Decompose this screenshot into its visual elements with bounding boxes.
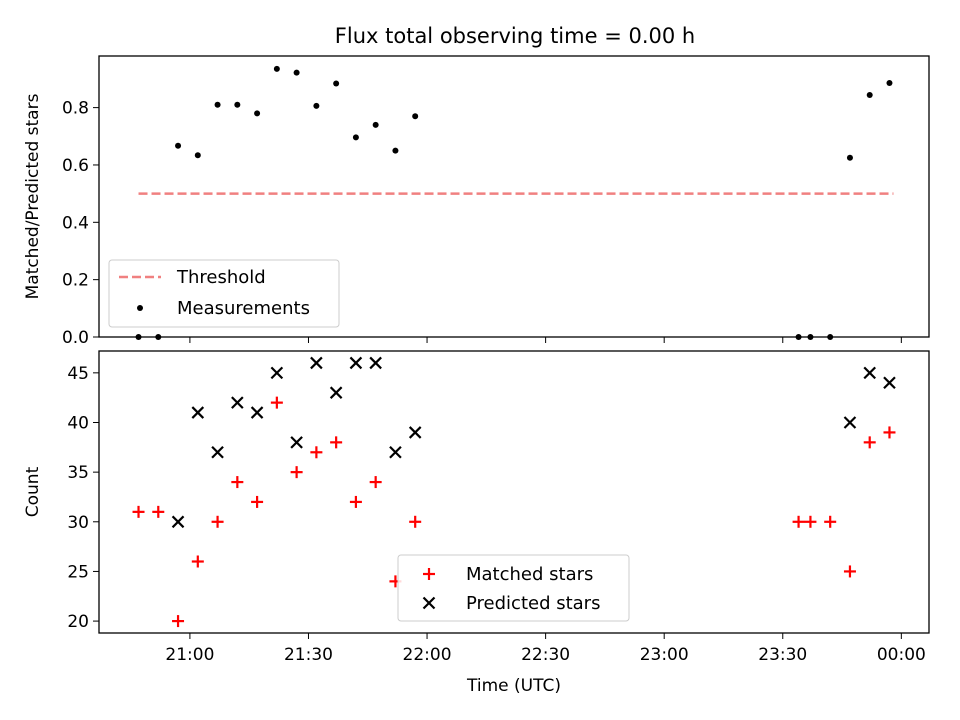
panel0-frame [98,55,930,338]
predicted-star-marker-b [883,376,896,390]
count-panel: 20 25 30 35 40 45 21:00 21:30 22:00 22:30 23:00 23:… [23,350,930,696]
panel0-ytick-label: 0.4 [62,213,89,233]
predicted-star-marker-b [408,426,422,439]
measurement-point [412,113,419,120]
panel1-xtick-label: 22:30 [521,645,570,665]
panel1-xtick-label: 21:00 [165,645,214,665]
panel0-ytick-label: 0.6 [62,156,89,176]
ratio-panel: 0.0 0.2 0.4 0.6 0.8 Matched/Predicted stars Th… [23,55,930,348]
measurement-point [372,121,379,128]
measurement-point [293,69,300,76]
measurement-point [392,147,399,154]
panel0-ytick-label: 0.8 [62,99,89,119]
panel1-ytick-label: 40 [67,413,89,433]
measurement-point [175,142,182,149]
measurement-point [866,91,873,98]
panel0-ylabel: Matched/Predicted stars [23,93,43,299]
measurement-point [886,79,893,86]
measurement-point [273,65,280,72]
panel1-xtick-label: 00:00 [877,645,926,665]
measurement-point [194,152,201,159]
panel1-xtick-label: 23:00 [640,645,689,665]
predicted-star-marker-b [270,366,284,380]
legend-measurements-label: Measurements [177,298,310,319]
panel1-xtick-label: 21:30 [284,645,333,665]
panel1-xtick-label: 22:00 [403,645,452,665]
panel0-ytick-label: 0.0 [62,328,89,348]
measurement-point [846,154,853,161]
predicted-star-marker-b [290,436,303,449]
predicted-star-marker-b [310,356,323,370]
measurement-point [313,102,320,109]
legend-threshold-label: Threshold [176,267,266,288]
panel1-ylabel: Count [23,466,43,517]
predicted-star-marker-b [250,406,264,419]
panel1-ytick-label: 30 [67,513,89,533]
predicted-star-marker-b [863,366,876,380]
measurement-point [234,101,241,108]
predicted-star-marker-b [369,356,382,370]
panel1-ytick-label: 35 [67,463,89,483]
predicted-star-marker-b [843,416,857,429]
panel1-xtick-label: 23:30 [758,645,807,665]
legend-predicted-label: Predicted stars [466,593,600,614]
figure-title: Flux total observing time = 0.00 h [335,24,695,48]
predicted-star-marker-b [329,386,343,399]
predicted-star-marker-b [171,515,185,529]
predicted-star-marker-b [389,446,402,459]
legend-box [397,554,630,622]
legend-measurements-swatch [137,305,143,311]
panel1-frame [98,350,930,634]
measurement-point [254,110,261,117]
measurement-point [333,80,340,87]
predicted-star-marker-b [231,396,244,409]
legend-matched-label: Matched stars [466,564,593,585]
predicted-star-marker-b [211,446,224,459]
panel1-ytick-label: 20 [67,612,89,632]
panel1-ytick-label: 45 [67,364,89,384]
panel1-ytick-label: 25 [67,562,89,582]
panel0-ytick-label: 0.2 [62,271,89,291]
predicted-star-marker-b [349,356,363,370]
panel1-xlabel: Time (UTC) [466,676,561,696]
legend-box [108,259,340,328]
measurement-point [352,134,359,141]
measurement-point [214,101,221,108]
predicted-star-marker-b [191,406,205,419]
legend-predicted-swatch-b [422,596,436,610]
